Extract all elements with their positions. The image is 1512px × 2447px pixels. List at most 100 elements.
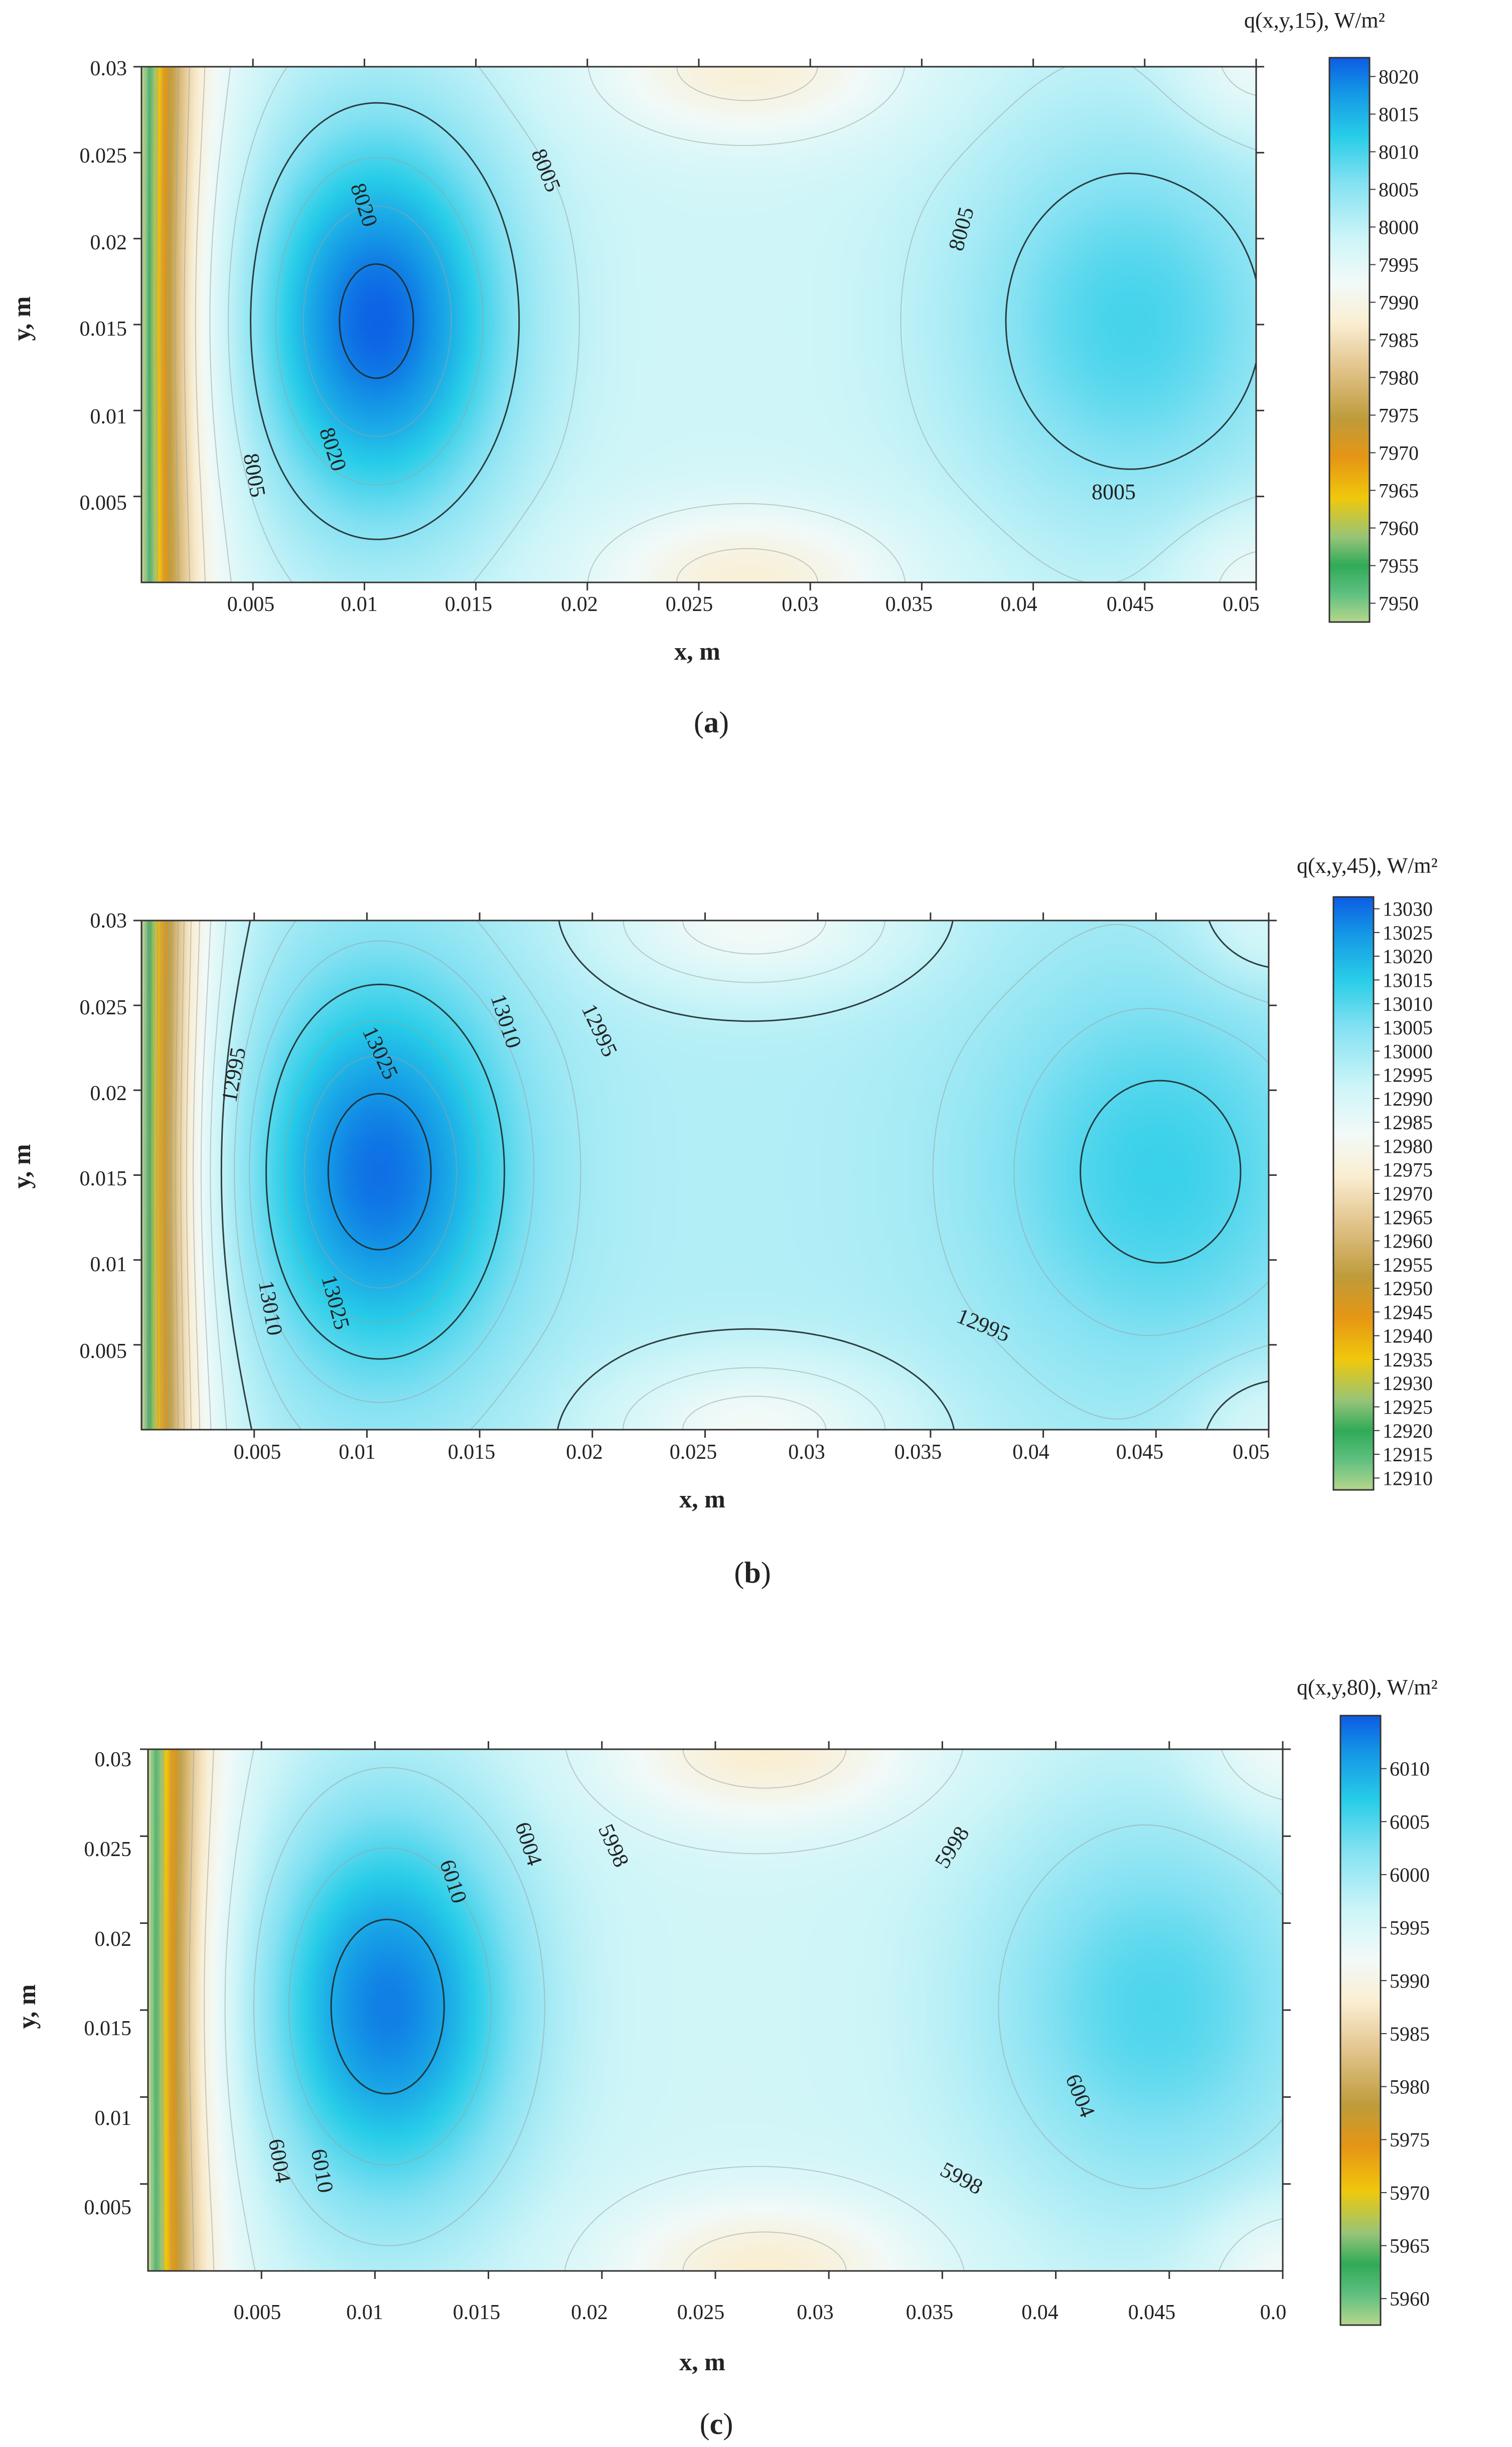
colorbar-tick-label: 13030 [1383,898,1433,921]
colorbar-gradient [1332,896,1375,1491]
x-tick-label: 0.03 [782,593,819,616]
colorbar-tick-label: 12940 [1383,1325,1433,1347]
colorbar-b: 1303013025130201301513010130051300012995… [1332,896,1433,1491]
y-axis-label: y, m [8,296,36,341]
colorbar-tick-label: 7955 [1379,555,1419,577]
colorbar-tick-label: 8000 [1379,216,1419,239]
contour-line [253,1767,1283,2246]
y-tick-label: 0.03 [90,909,127,933]
colorbar-tick-label: 7965 [1379,480,1419,502]
x-tick-label: 0.005 [234,2301,281,2324]
contour-line [180,920,185,1430]
y-axis-label: y, m [8,1144,36,1189]
x-tick-label: 0.045 [1116,1441,1164,1464]
contour-line [210,920,886,1430]
x-tick-label: 0.035 [885,593,933,616]
x-tick-label: 0.0 [1260,2301,1287,2324]
x-tick-label: 0.035 [894,1441,942,1464]
heatmap-image [141,67,1256,582]
contour-line [141,920,143,1430]
colorbar-tick-label: 13005 [1383,1016,1433,1039]
colorbar-tick-label: 6010 [1390,1758,1430,1780]
colorbar-gradient [1328,57,1371,623]
y-tick-label: 0.02 [90,231,127,254]
x-tick-label: 0.01 [341,593,378,616]
contour-line [303,205,452,437]
contour-line [250,102,1257,540]
colorbar-tick-label: 5985 [1390,2023,1430,2045]
contour-line [143,921,145,1430]
contour-line [178,1749,182,2271]
colorbar-tick-label: 12910 [1383,1467,1433,1489]
y-tick-label: 0.01 [90,405,127,428]
colorbar-tick-label: 12955 [1383,1254,1433,1276]
contour-line [193,920,201,1430]
colorbar-tick-label: 12975 [1383,1159,1433,1181]
plot-area-a [133,59,1264,590]
colorbar-title: q(x,y,45), W/m² [1297,853,1438,878]
colorbar-tick-label: 5990 [1390,1969,1430,1992]
x-axis-a: 0.005 0.01 0.015 0.02 0.025 0.03 0.035 0… [227,593,1260,665]
colorbar-tick-label: 12980 [1383,1135,1433,1157]
colorbar-c: 6010 6005 6000 5995 5990 5985 5980 5975 5970 5965… [1339,1715,1430,2326]
y-tick-label: 0.02 [90,1082,127,1105]
contour-line [171,920,174,1430]
contour-line [145,921,147,1430]
x-axis-b: 0.005 0.01 0.015 0.02 0.025 0.03 0.035 0… [234,1441,1270,1513]
x-tick-label: 0.04 [1021,2301,1059,2324]
colorbar-tick-label: 12930 [1383,1372,1433,1395]
contour-line [154,921,156,1430]
colorbar-tick-label: 8005 [1379,179,1419,201]
colorbar-tick-label: 13010 [1383,993,1433,1015]
y-axis-c: 0.005 0.01 0.015 0.02 0.025 0.03 y, m [13,1748,131,2219]
x-tick-label: 0.045 [1107,593,1154,616]
contour-line [304,1054,458,1289]
x-tick-label: 0.015 [445,593,493,616]
panel-letter: c [710,2407,723,2440]
colorbar-tick-label: 7995 [1379,254,1419,276]
contour-line [167,67,171,582]
colorbar-tick-label: 12995 [1383,1064,1433,1087]
x-tick-label: 0.005 [234,1441,281,1464]
colorbar-tick-label: 6000 [1390,1864,1430,1886]
contour-line [209,66,1257,583]
colorbar-tick-label: 12920 [1383,1420,1433,1442]
colorbar-tick-label: 13015 [1383,969,1433,991]
contour-line [162,1749,164,2271]
colorbar-tick-label: 8015 [1379,103,1419,126]
contour-line [169,1749,172,2271]
panel-label: (c) [700,2407,733,2440]
x-tick-label: 0.04 [1012,1441,1049,1464]
y-tick-label: 0.01 [95,2107,132,2130]
contour-line [166,921,170,1430]
contour-line [195,66,819,583]
x-tick-label: 0.035 [906,2301,954,2324]
contour-line [288,1847,492,2166]
contour-line [330,1918,445,2095]
colorbar-tick-label: 12950 [1383,1277,1433,1300]
colorbar-tick-label: 12965 [1383,1206,1433,1229]
x-tick-label: 0.02 [571,2301,608,2324]
colorbar-tick-label: 12935 [1383,1348,1433,1371]
x-tick-label: 0.015 [453,2301,501,2324]
contour-line [234,920,1269,1430]
colorbar-tick-label: 7990 [1379,291,1419,314]
y-tick-label: 0.03 [90,57,127,80]
x-tick-label: 0.05 [1223,593,1260,616]
colorbar-tick-label: 13025 [1383,922,1433,944]
colorbar-tick-label: 5975 [1390,2128,1430,2151]
colorbar-a: 8020 8015 8010 8005 8000 7995 7990 7985 7980 7975… [1328,57,1419,623]
contour-label: 8005 [1092,480,1136,504]
contour-line [146,67,149,583]
x-tick-label: 0.03 [797,2301,834,2324]
colorbar-tick-label: 12960 [1383,1230,1433,1253]
x-tick-label: 0.02 [566,1441,603,1464]
panel-b: 12995 13025 13010 12995 13025 13010 1299… [8,853,1438,1589]
colorbar-tick-label: 12915 [1383,1443,1433,1466]
y-tick-label: 0.025 [80,996,127,1019]
y-tick-label: 0.02 [95,1928,132,1951]
y-tick-label: 0.01 [90,1253,127,1276]
colorbar-tick-label: 12990 [1383,1088,1433,1110]
colorbar-tick-label: 7985 [1379,329,1419,352]
contour-line [186,920,192,1430]
